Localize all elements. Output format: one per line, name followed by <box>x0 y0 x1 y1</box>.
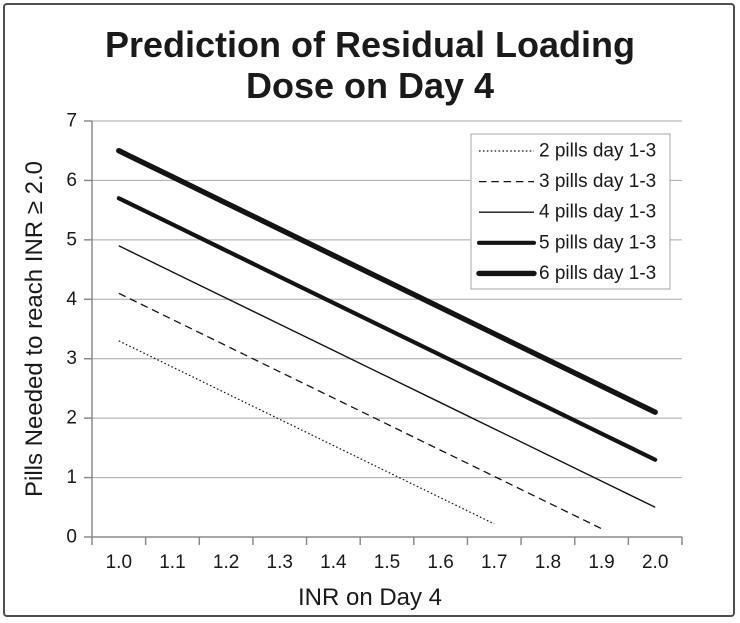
y-tick-label-2: 2 <box>66 408 77 429</box>
x-tick-label-1.1: 1.1 <box>159 552 185 573</box>
legend-label-6-pills-day-1-3: 6 pills day 1-3 <box>539 263 656 284</box>
y-tick-label-3: 3 <box>66 348 77 369</box>
series-line-2-pills-day-1-3 <box>118 340 495 525</box>
chart-title-line-1: Prediction of Residual Loading <box>104 24 636 65</box>
y-tick-label-7: 7 <box>66 111 77 132</box>
legend-label-3-pills-day-1-3: 3 pills day 1-3 <box>539 171 656 192</box>
legend-label-4-pills-day-1-3: 4 pills day 1-3 <box>539 202 656 223</box>
x-tick-label-1.7: 1.7 <box>481 552 507 573</box>
x-tick-label-1.4: 1.4 <box>320 552 347 573</box>
y-tick-label-1: 1 <box>66 467 77 488</box>
x-tick-label-1.3: 1.3 <box>267 552 293 573</box>
y-tick-label-4: 4 <box>66 289 77 310</box>
series-line-3-pills-day-1-3 <box>118 292 602 530</box>
chart-frame <box>3 3 735 617</box>
series-line-4-pills-day-1-3 <box>118 245 656 508</box>
chart-title: Prediction of Residual Loading Dose on D… <box>0 24 740 106</box>
x-tick-label-1.2: 1.2 <box>213 552 239 573</box>
chart-title-line-2: Dose on Day 4 <box>245 65 495 106</box>
x-tick-label-2.0: 2.0 <box>642 552 668 573</box>
legend-label-5-pills-day-1-3: 5 pills day 1-3 <box>539 232 656 253</box>
x-axis-title: INR on Day 4 <box>297 584 443 611</box>
y-tick-label-5: 5 <box>66 229 77 250</box>
series-line-6-pills-day-1-3 <box>116 148 658 415</box>
x-tick-label-1.8: 1.8 <box>535 552 561 573</box>
series-line-5-pills-day-1-3 <box>116 196 658 462</box>
x-tick-label-1.5: 1.5 <box>374 552 400 573</box>
legend-label-2-pills-day-1-3: 2 pills day 1-3 <box>539 141 656 162</box>
x-tick-label-1.0: 1.0 <box>106 552 132 573</box>
y-axis-title: Pills Needed to reach INR ≥ 2.0 <box>21 161 48 497</box>
y-tick-label-6: 6 <box>66 170 77 191</box>
y-tick-label-0: 0 <box>66 527 77 548</box>
x-tick-label-1.9: 1.9 <box>588 552 614 573</box>
x-tick-label-1.6: 1.6 <box>427 552 453 573</box>
